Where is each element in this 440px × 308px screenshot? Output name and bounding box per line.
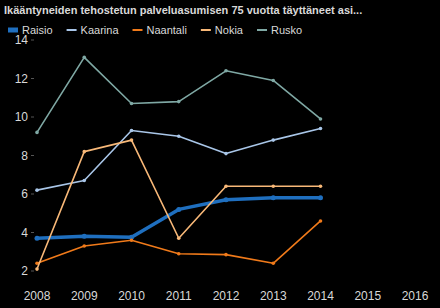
series-point [271,138,275,142]
y-tick [31,155,34,156]
legend-symbol [8,28,18,33]
series-point [130,129,134,133]
x-tick-label: 2014 [307,289,334,303]
series-point [224,197,229,202]
series-point [130,102,134,106]
chart: Ikääntyneiden tehostetun palveluasumisen… [0,0,440,308]
series-point [82,244,86,248]
series-line [37,57,321,132]
series-point [271,185,275,189]
y-tick-label: 2 [21,264,28,278]
series-point [130,238,134,242]
legend-symbol [257,29,267,31]
legend-symbol [133,29,143,31]
series-point [224,69,228,73]
y-tick-label: 14 [15,33,29,47]
series-point [35,131,39,135]
legend-label: Rusko [271,24,302,36]
series-point [319,127,323,131]
series-point [35,267,39,271]
y-tick [31,117,34,118]
y-tick [31,271,34,272]
title: Ikääntyneiden tehostetun palveluasumisen… [4,4,362,16]
series-point [224,152,228,156]
series-point [318,195,323,200]
y-tick [31,194,34,195]
x-tick-label: 2016 [402,289,429,303]
y-tick [31,40,34,41]
series-point [130,138,134,142]
series-point [177,252,181,256]
legend-label: Naantali [147,24,187,36]
series-point [177,134,181,138]
y-tick [31,78,34,79]
series-point [82,56,86,60]
series-point [82,234,87,239]
series-point [319,219,323,223]
series-point [176,207,181,212]
x-tick-label: 2012 [213,289,240,303]
x-tick-label: 2009 [71,289,98,303]
series-point [177,236,181,240]
x-tick-label: 2013 [260,289,287,303]
x-tick-label: 2010 [118,289,145,303]
y-tick-label: 10 [15,110,29,124]
series-point [319,185,323,189]
series-point [271,262,275,266]
y-tick-label: 4 [21,226,28,240]
y-tick-label: 8 [21,149,28,163]
series-line [37,129,321,191]
series-point [35,236,40,241]
y-tick-label: 6 [21,187,28,201]
legend-symbol [201,29,211,31]
legend-symbol [67,29,77,31]
series-point [319,117,323,121]
series-point [224,185,228,189]
series-point [177,100,181,104]
series-point [271,79,275,83]
series-point [271,195,276,200]
x-tick-label: 2011 [166,289,192,303]
y-tick-label: 12 [15,72,29,86]
series-line [37,221,321,263]
series-point [82,179,86,183]
series-line [37,198,321,238]
x-tick-label: 2008 [24,289,51,303]
plot-area [35,56,324,271]
series-point [82,150,86,154]
series-point [224,253,228,257]
series-point [35,188,39,192]
legend-label: Kaarina [81,24,120,36]
y-tick [31,232,34,233]
series-line [37,140,321,269]
legend-label: Nokia [215,24,244,36]
x-tick-label: 2015 [354,289,381,303]
